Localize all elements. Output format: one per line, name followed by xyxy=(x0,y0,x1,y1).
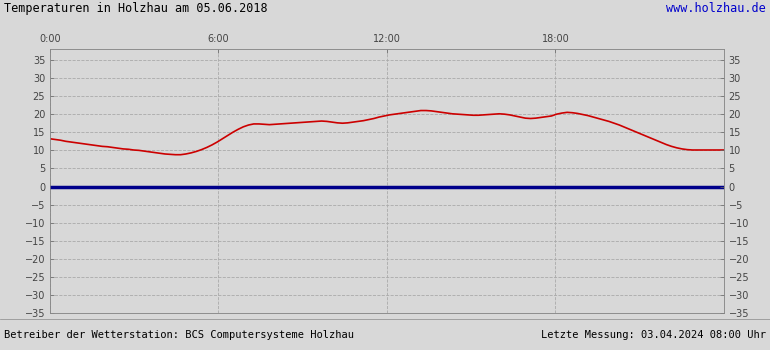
Text: Temperaturen in Holzhau am 05.06.2018: Temperaturen in Holzhau am 05.06.2018 xyxy=(4,2,267,15)
Text: www.holzhau.de: www.holzhau.de xyxy=(666,2,766,15)
Text: Betreiber der Wetterstation: BCS Computersysteme Holzhau: Betreiber der Wetterstation: BCS Compute… xyxy=(4,330,354,340)
Text: Letzte Messung: 03.04.2024 08:00 Uhr: Letzte Messung: 03.04.2024 08:00 Uhr xyxy=(541,330,766,340)
